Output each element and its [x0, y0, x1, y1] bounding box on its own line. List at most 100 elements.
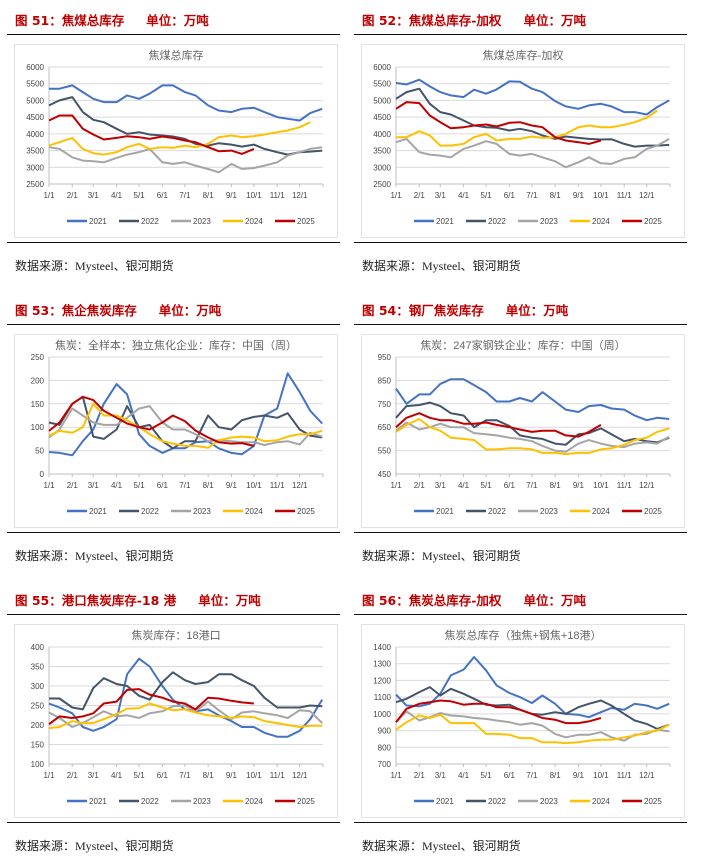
series-line-2023: [48, 700, 323, 728]
series-line-2024: [48, 702, 323, 730]
y-tick-label: 4000: [373, 130, 391, 139]
y-tick-label: 0: [40, 470, 45, 479]
y-tick-label: 50: [35, 447, 44, 456]
series-line-2025: [48, 114, 255, 155]
x-tick-label: 5/1: [481, 771, 493, 780]
y-tick-label: 700: [378, 760, 392, 769]
x-tick-label: 10/1: [246, 191, 262, 200]
divider-top: [354, 614, 687, 615]
x-tick-label: 7/1: [179, 191, 191, 200]
figure-label: 图 55：港口焦炭库存-18 港: [15, 593, 177, 608]
line-chart: 焦煤总库存 2500 3000 3500 4000 4500 5000 5500 6000 1/1…: [26, 48, 324, 226]
y-tick-label: 350: [31, 663, 45, 672]
unit-label: 单位：万吨: [146, 13, 209, 28]
x-tick-label: 6/1: [504, 191, 516, 200]
legend-label-2023: 2023: [193, 797, 211, 806]
source-note: 数据来源：Mysteel、银河期货: [362, 259, 521, 273]
divider-bottom: [354, 532, 687, 533]
figure-panel-52: 图 52：焦煤总库存-加权 单位：万吨 焦煤总库存-加权 2500 3000 3500 4…: [354, 0, 694, 285]
x-tick-label: 5/1: [134, 771, 146, 780]
x-tick-label: 10/1: [593, 481, 609, 490]
y-tick-label: 4500: [26, 113, 44, 122]
x-tick-label: 3/1: [435, 481, 447, 490]
divider-bottom: [354, 242, 687, 243]
y-tick-label: 750: [378, 400, 392, 409]
series-line-2023: [395, 137, 670, 169]
x-tick-label: 5/1: [134, 191, 146, 200]
legend-label-2025: 2025: [297, 797, 315, 806]
figure-title: 图 53：焦企焦炭库存 单位：万吨: [15, 300, 221, 319]
divider-bottom: [354, 822, 687, 823]
x-tick-label: 12/1: [639, 771, 655, 780]
x-tick-label: 8/1: [550, 481, 562, 490]
x-tick-label: 4/1: [458, 481, 470, 490]
y-tick-label: 250: [31, 353, 45, 362]
y-tick-label: 400: [31, 643, 45, 652]
legend-label-2022: 2022: [141, 217, 159, 226]
series-line-2021: [395, 656, 670, 719]
x-tick-label: 3/1: [435, 191, 447, 200]
chart-title: 焦煤总库存-加权: [483, 48, 564, 62]
source-note: 数据来源：Mysteel、银河期货: [362, 549, 521, 563]
y-tick-label: 2500: [373, 180, 391, 189]
x-tick-label: 12/1: [292, 481, 308, 490]
x-tick-label: 12/1: [639, 191, 655, 200]
y-tick-label: 6000: [373, 63, 391, 72]
y-tick-label: 3500: [26, 147, 44, 156]
chart-container: 焦炭库存：18港口 100 150 200 250 300 350 400 1/1 2/1 3/1 4…: [14, 624, 338, 818]
series-line-2022: [48, 395, 323, 450]
y-tick-label: 5500: [373, 80, 391, 89]
y-tick-label: 1400: [373, 643, 391, 652]
chart-title: 焦炭库存：18港口: [131, 628, 220, 642]
unit-label: 单位：万吨: [523, 593, 586, 608]
x-tick-label: 5/1: [481, 481, 493, 490]
legend-label-2024: 2024: [592, 217, 610, 226]
x-tick-label: 12/1: [292, 191, 308, 200]
line-chart: 焦炭：247家钢铁企业：库存：中国（周） 450 550 650 750 850 950 1/…: [378, 338, 671, 516]
source-note: 数据来源：Mysteel、银河期货: [362, 839, 521, 853]
unit-label: 单位：万吨: [198, 593, 261, 608]
legend-label-2022: 2022: [141, 507, 159, 516]
x-tick-label: 9/1: [226, 771, 238, 780]
legend-label-2022: 2022: [488, 507, 506, 516]
y-tick-label: 150: [31, 400, 45, 409]
x-tick-label: 12/1: [292, 771, 308, 780]
x-tick-label: 6/1: [504, 481, 516, 490]
x-tick-label: 4/1: [111, 771, 123, 780]
chart-title: 焦炭：247家钢铁企业：库存：中国（周）: [420, 338, 625, 352]
x-tick-label: 2/1: [414, 481, 426, 490]
series-line-2024: [395, 713, 670, 745]
divider-top: [7, 614, 340, 615]
y-tick-label: 2500: [26, 180, 44, 189]
series-line-2022: [395, 87, 670, 148]
x-tick-label: 7/1: [526, 481, 538, 490]
y-tick-label: 850: [378, 376, 392, 385]
x-tick-label: 2/1: [67, 191, 79, 200]
chart-title: 焦炭：全样本：独立焦化企业：库存：中国（周）: [55, 338, 297, 352]
figure-panel-54: 图 54：钢厂焦炭库存 单位：万吨 焦炭：247家钢铁企业：库存：中国（周） 450…: [354, 290, 694, 575]
legend-label-2025: 2025: [644, 217, 662, 226]
y-tick-label: 200: [31, 376, 45, 385]
x-tick-label: 6/1: [157, 771, 169, 780]
legend-label-2024: 2024: [245, 507, 263, 516]
y-tick-label: 5500: [26, 80, 44, 89]
x-tick-label: 11/1: [617, 771, 633, 780]
figure-label: 图 52：焦煤总库存-加权: [362, 13, 502, 28]
series-line-2025: [48, 688, 254, 726]
x-tick-label: 10/1: [246, 771, 262, 780]
x-tick-label: 3/1: [88, 191, 100, 200]
x-tick-label: 6/1: [157, 481, 169, 490]
y-tick-label: 100: [31, 423, 45, 432]
y-tick-label: 1200: [373, 676, 391, 685]
divider-top: [7, 324, 340, 325]
series-line-2024: [48, 121, 311, 156]
series-line-2022: [49, 671, 323, 711]
x-tick-label: 3/1: [88, 771, 100, 780]
x-tick-label: 2/1: [67, 481, 79, 490]
figure-panel-55: 图 55：港口焦炭库存-18 港 单位：万吨 焦炭库存：18港口 100 150 200…: [7, 580, 347, 865]
legend-label-2023: 2023: [193, 507, 211, 516]
figure-title: 图 52：焦煤总库存-加权 单位：万吨: [362, 10, 586, 29]
chart-container: 焦煤总库存-加权 2500 3000 3500 4000 4500 5000 5500 6000…: [361, 44, 685, 238]
x-tick-label: 11/1: [270, 191, 286, 200]
x-tick-label: 8/1: [203, 771, 215, 780]
